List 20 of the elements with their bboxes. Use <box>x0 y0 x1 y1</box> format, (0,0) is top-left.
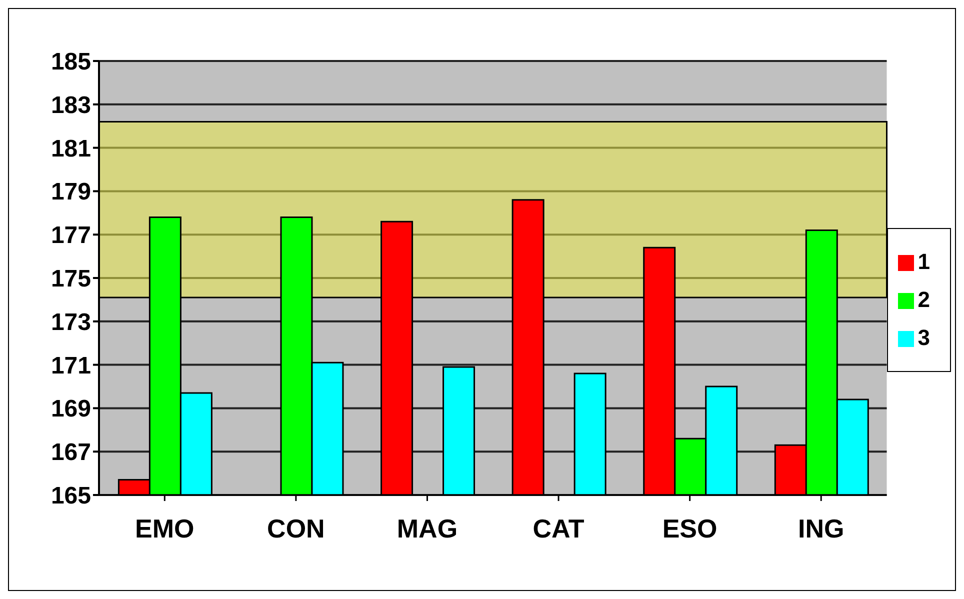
y-tick-label: 179 <box>50 178 91 206</box>
y-tick-label: 183 <box>50 92 91 119</box>
x-tick-label: ING <box>798 513 844 544</box>
y-tick-label: 169 <box>50 396 91 423</box>
legend-label: 3 <box>918 324 930 350</box>
y-tick-label: 167 <box>50 439 91 466</box>
x-tick-label: CAT <box>532 513 584 544</box>
legend-label: 2 <box>918 286 930 312</box>
y-tick-label: 165 <box>50 482 91 510</box>
x-tick-label: CON <box>267 513 325 544</box>
x-tick-label: MAG <box>396 513 458 544</box>
legend-label: 1 <box>918 248 930 274</box>
y-tick-label: 177 <box>50 222 91 250</box>
y-tick-label: 181 <box>50 135 91 162</box>
x-tick-label: ESO <box>662 513 718 544</box>
y-tick-label: 185 <box>50 48 91 76</box>
x-tick-label: EMO <box>135 513 194 544</box>
y-tick-label: 173 <box>50 308 91 336</box>
y-tick-label: 171 <box>50 352 91 380</box>
y-tick-label: 175 <box>50 266 91 293</box>
